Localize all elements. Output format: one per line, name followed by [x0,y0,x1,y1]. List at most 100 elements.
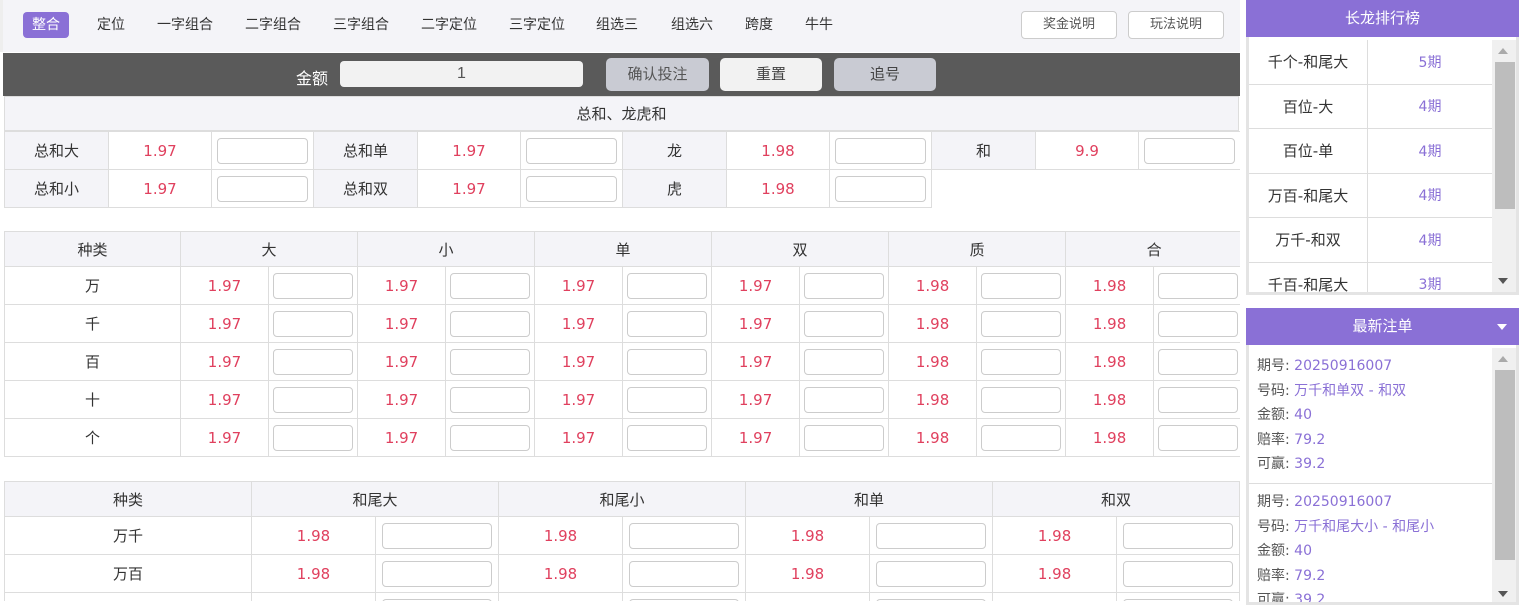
ranking-item: 万百-和尾大 4期 [1249,173,1492,218]
order-odds-label: 赔率: [1257,431,1290,448]
ranking-periods: 4期 [1418,99,1442,116]
tab-8[interactable]: 组选六 [671,17,713,33]
bet-input[interactable] [627,424,707,451]
bet-input[interactable] [627,386,707,413]
order-number-label: 号码: [1257,518,1290,535]
odds-value: 1.98 [888,266,978,305]
bet-input-cell [267,266,359,305]
bet-input[interactable] [804,424,884,451]
bet-input[interactable] [217,137,308,164]
bet-input[interactable] [981,386,1061,413]
odds-value: 1.97 [180,266,269,305]
ranking-name: 万百-和尾大 [1249,173,1368,217]
bet-input[interactable] [981,272,1061,299]
bet-input[interactable] [450,310,530,337]
row-label: 万百 [4,554,252,593]
tab-10[interactable]: 牛牛 [805,17,833,33]
tab-3[interactable]: 二字组合 [245,17,301,33]
bet-input[interactable] [273,348,353,375]
bet-input[interactable] [450,386,530,413]
bet-input-cell [976,418,1067,457]
scroll-down-icon[interactable] [1498,591,1508,597]
bet-input[interactable] [804,348,884,375]
confirm-bet-button[interactable]: 确认投注 [606,58,709,91]
tab-2[interactable]: 一字组合 [157,17,213,33]
bet-input[interactable] [1123,522,1233,549]
bet-input[interactable] [627,272,707,299]
bet-input-cell [869,516,994,555]
bet-input-cell [622,266,713,305]
bet-input[interactable] [1158,386,1238,413]
orders-title-text: 最新注单 [1352,317,1413,335]
bet-input[interactable] [1158,272,1238,299]
orders-scrollbar[interactable] [1492,348,1516,602]
bet-input[interactable] [981,348,1061,375]
bet-input[interactable] [273,310,353,337]
odds-value: 1.97 [357,304,447,343]
bet-input[interactable] [804,272,884,299]
chase-button[interactable]: 追号 [834,58,936,91]
bet-input[interactable] [1158,310,1238,337]
prize-info-button[interactable]: 奖金说明 [1021,11,1117,39]
tab-4[interactable]: 三字组合 [333,17,389,33]
bet-input-cell [1153,418,1240,457]
odds-value: 1.98 [1065,342,1155,381]
bet-input[interactable] [217,175,308,202]
bet-input[interactable] [627,310,707,337]
bet-input[interactable] [835,175,926,202]
ranking-scrollbar[interactable] [1492,40,1516,292]
bet-input[interactable] [526,175,617,202]
ranking-periods: 5期 [1418,54,1442,71]
bet-input[interactable] [1144,137,1235,164]
orders-title[interactable]: 最新注单 [1246,308,1519,345]
bet-input[interactable] [526,137,617,164]
odds-value: 9.9 [1035,131,1139,170]
bet-input[interactable] [876,560,986,587]
bet-input-cell [622,380,713,419]
bet-input-cell [622,554,747,593]
odds-value: 1.97 [711,418,801,457]
scroll-down-icon[interactable] [1498,278,1508,284]
scroll-up-icon[interactable] [1498,48,1508,54]
tab-5[interactable]: 二字定位 [421,17,477,33]
bet-input[interactable] [804,386,884,413]
bet-input[interactable] [876,522,986,549]
bet-input[interactable] [981,424,1061,451]
order-win-value: 39.2 [1294,456,1326,473]
bet-input[interactable] [1158,348,1238,375]
bet-input[interactable] [1158,424,1238,451]
bet-input[interactable] [382,522,492,549]
bet-input[interactable] [450,424,530,451]
column-header: 种类 [4,231,181,267]
tab-1[interactable]: 定位 [97,17,125,33]
odds-value: 1.97 [180,380,269,419]
column-header: 单 [534,231,713,267]
bet-input[interactable] [981,310,1061,337]
bet-input[interactable] [273,386,353,413]
bet-input[interactable] [629,522,739,549]
table-row: 总和小 1.97 总和双 1.97 虎 1.98 [4,169,1240,208]
main-panel: 奖金说明 玩法说明 整合 定位 一字组合 二字组合 三字组合 二字定位 三字定位 组选三 组选六… [0,0,1240,601]
rules-button[interactable]: 玩法说明 [1128,11,1224,39]
bet-input[interactable] [1123,560,1233,587]
odds-value: 1.98 [888,418,978,457]
bet-input[interactable] [273,424,353,451]
bet-input[interactable] [835,137,926,164]
bet-input[interactable] [804,310,884,337]
bet-input[interactable] [629,560,739,587]
bet-input[interactable] [627,348,707,375]
bet-input[interactable] [450,348,530,375]
odds-value: 1.97 [357,342,447,381]
bet-input[interactable] [450,272,530,299]
tab-9[interactable]: 跨度 [745,17,773,33]
amount-input[interactable] [340,61,583,87]
bet-input[interactable] [382,560,492,587]
tab-0[interactable]: 整合 [23,12,69,38]
tab-6[interactable]: 三字定位 [509,17,565,33]
bet-input-cell [267,380,359,419]
bet-input[interactable] [273,272,353,299]
reset-button[interactable]: 重置 [720,58,822,91]
scroll-up-icon[interactable] [1498,356,1508,362]
tab-7[interactable]: 组选三 [596,17,638,33]
chevron-down-icon[interactable] [1497,324,1507,330]
